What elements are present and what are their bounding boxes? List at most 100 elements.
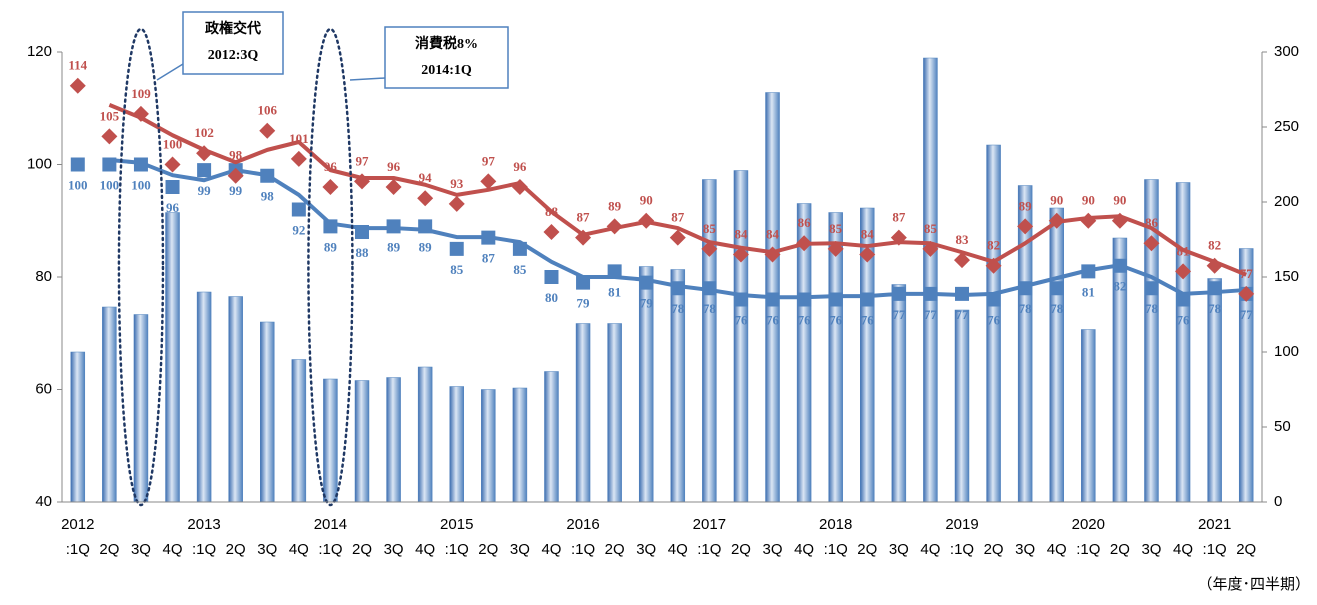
value-label: 92 [292, 222, 305, 237]
marker [354, 173, 370, 190]
callout-box [384, 26, 509, 89]
marker [764, 246, 781, 263]
x-tick-label: 4Q [415, 541, 435, 558]
marker [796, 235, 813, 252]
x-tick-label: :1Q [318, 541, 342, 558]
x-tick-label: 3Q [889, 541, 909, 558]
marker [1018, 281, 1033, 296]
value-label: 79 [640, 296, 654, 311]
marker [702, 281, 717, 296]
marker [891, 286, 906, 301]
marker [985, 257, 1002, 274]
y2-tick-label: 150 [1274, 268, 1299, 285]
y-tick-label: 100 [27, 155, 52, 172]
bar [733, 170, 749, 503]
marker [1111, 212, 1128, 229]
value-label: 76 [798, 312, 812, 327]
x-tick-label: 3Q [1015, 541, 1035, 558]
highlight-ellipse [307, 27, 354, 507]
marker [1176, 292, 1191, 307]
x-tick-label: 3Q [636, 541, 656, 558]
value-label: 81 [608, 284, 621, 299]
marker [70, 157, 85, 172]
x-tick-label: 2Q [857, 541, 877, 558]
marker [669, 229, 686, 246]
value-label: 81 [1082, 284, 1095, 299]
value-label: 96 [387, 159, 401, 174]
x-tick-label: 3Q [510, 541, 530, 558]
marker [355, 225, 369, 239]
value-label: 84 [734, 226, 748, 241]
marker [102, 157, 117, 172]
value-label: 98 [261, 189, 275, 204]
value-label: 97 [356, 153, 370, 168]
value-label: 94 [419, 170, 433, 185]
y-tick-label: 60 [35, 380, 52, 397]
value-label: 82 [1208, 238, 1221, 253]
value-label: 89 [324, 239, 338, 254]
y2-tick-label: 0 [1274, 493, 1282, 510]
x-tick-label: :1Q [192, 541, 216, 558]
x-tick-label: :1Q [66, 541, 90, 558]
x-tick-label: :1Q [824, 541, 848, 558]
bar [575, 323, 591, 503]
bar [133, 314, 149, 503]
marker [323, 219, 338, 234]
bar [386, 377, 401, 503]
marker [955, 286, 969, 301]
bar [354, 380, 370, 503]
marker [543, 224, 560, 240]
value-label: 90 [1113, 193, 1126, 208]
marker [1080, 212, 1097, 229]
x-tick-label: 2Q [605, 541, 625, 558]
bar [323, 378, 338, 503]
value-label: 85 [924, 221, 938, 236]
y2-tick-label: 100 [1274, 343, 1299, 360]
x-tick-label: :1Q [445, 541, 469, 558]
value-label: 76 [766, 312, 780, 327]
value-label: 89 [1019, 198, 1033, 213]
y2-tick-label: 250 [1274, 118, 1299, 135]
y-tick-label: 40 [35, 493, 52, 510]
x-year-label: 2016 [566, 516, 599, 533]
x-tick-label: 2Q [1236, 541, 1256, 558]
marker [449, 241, 464, 256]
value-label: 90 [1050, 193, 1063, 208]
x-tick-label: 2Q [478, 541, 498, 558]
marker [701, 240, 718, 257]
marker [418, 219, 433, 234]
marker [165, 180, 180, 194]
x-tick-label: :1Q [1076, 541, 1100, 558]
value-label: 99 [229, 183, 243, 198]
x-tick-label: :1Q [697, 541, 721, 558]
value-label: 85 [450, 262, 464, 277]
bar [544, 371, 559, 503]
bar [512, 387, 528, 503]
value-label: 83 [956, 232, 970, 247]
marker [322, 179, 339, 195]
value-label: 100 [68, 177, 88, 192]
value-label: 78 [1145, 301, 1159, 316]
marker [290, 150, 307, 167]
marker [576, 275, 591, 290]
value-label: 100 [100, 177, 120, 192]
y-tick-label: 120 [27, 43, 52, 60]
value-label: 76 [734, 312, 748, 327]
value-label: 101 [289, 131, 309, 146]
value-label: 77 [1240, 307, 1254, 322]
value-label: 87 [671, 210, 685, 225]
marker [606, 218, 623, 235]
value-label: 85 [513, 262, 527, 277]
x-year-label: 2020 [1072, 516, 1105, 533]
value-label: 77 [1240, 266, 1254, 281]
marker [164, 156, 181, 173]
x-tick-label: 2Q [1110, 541, 1130, 558]
value-label: 79 [577, 296, 591, 311]
bar [481, 389, 496, 503]
value-label: 86 [1145, 215, 1159, 230]
value-label: 78 [671, 301, 685, 316]
bar [1175, 182, 1191, 503]
bar [70, 351, 86, 503]
value-label: 78 [703, 301, 717, 316]
value-label: 109 [131, 86, 151, 101]
